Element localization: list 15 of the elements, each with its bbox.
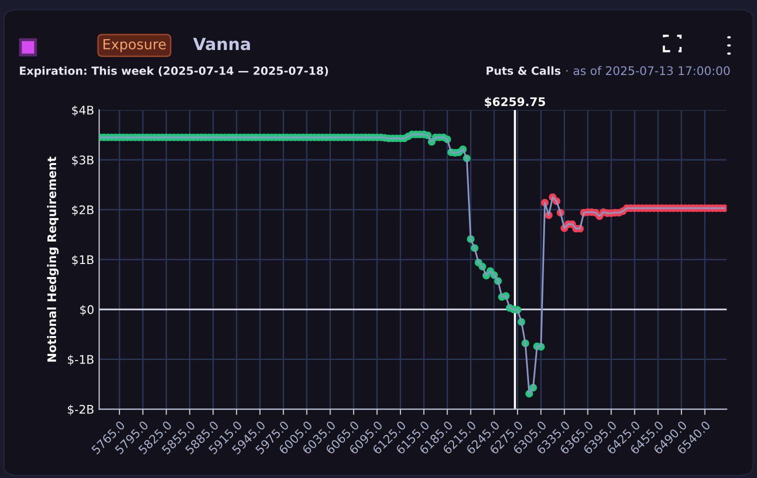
y-tick-label: $1B: [72, 255, 94, 266]
text: Puts & Calls: [486, 66, 560, 75]
text: as of 2025-07-13 17:00:00: [574, 66, 730, 76]
y-tick-label: $-1B: [68, 354, 94, 366]
y-tick-label: $3B: [72, 155, 94, 166]
y-tick-label: $0: [80, 304, 94, 316]
text: ·: [566, 70, 568, 72]
text: $6259.75: [484, 97, 546, 108]
y-tick-label: $-2B: [68, 404, 94, 416]
chart-subtitle: Expiration: This week (2025-07-14 — 2025-07-18): [20, 66, 328, 78]
y-tick-label: $2B: [72, 205, 94, 216]
y-axis-title: Notional Hedging Requirement: [47, 156, 59, 362]
chart-title: Vanna: [193, 38, 250, 50]
text: Exposure: [104, 39, 166, 52]
y-tick-label: $4B: [72, 105, 94, 116]
